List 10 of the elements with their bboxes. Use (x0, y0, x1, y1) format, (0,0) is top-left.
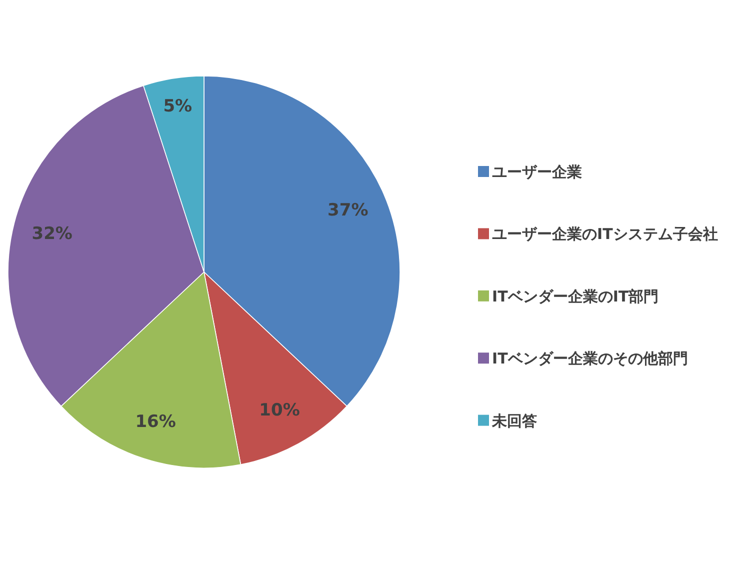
data-label: 10% (259, 400, 300, 420)
legend-label: ユーザー企業のITシステム子会社 (492, 225, 718, 244)
data-label: 16% (135, 412, 176, 432)
data-label: 37% (328, 200, 368, 221)
legend-label: 未回答 (491, 412, 537, 430)
legend-label: ユーザー企業 (492, 163, 582, 181)
data-label: 5% (163, 96, 192, 117)
legend-label: ITベンダー企業のIT部門 (492, 287, 659, 306)
legend-label: ITベンダー企業のその他部門 (492, 350, 688, 368)
data-label: 32% (32, 224, 72, 244)
